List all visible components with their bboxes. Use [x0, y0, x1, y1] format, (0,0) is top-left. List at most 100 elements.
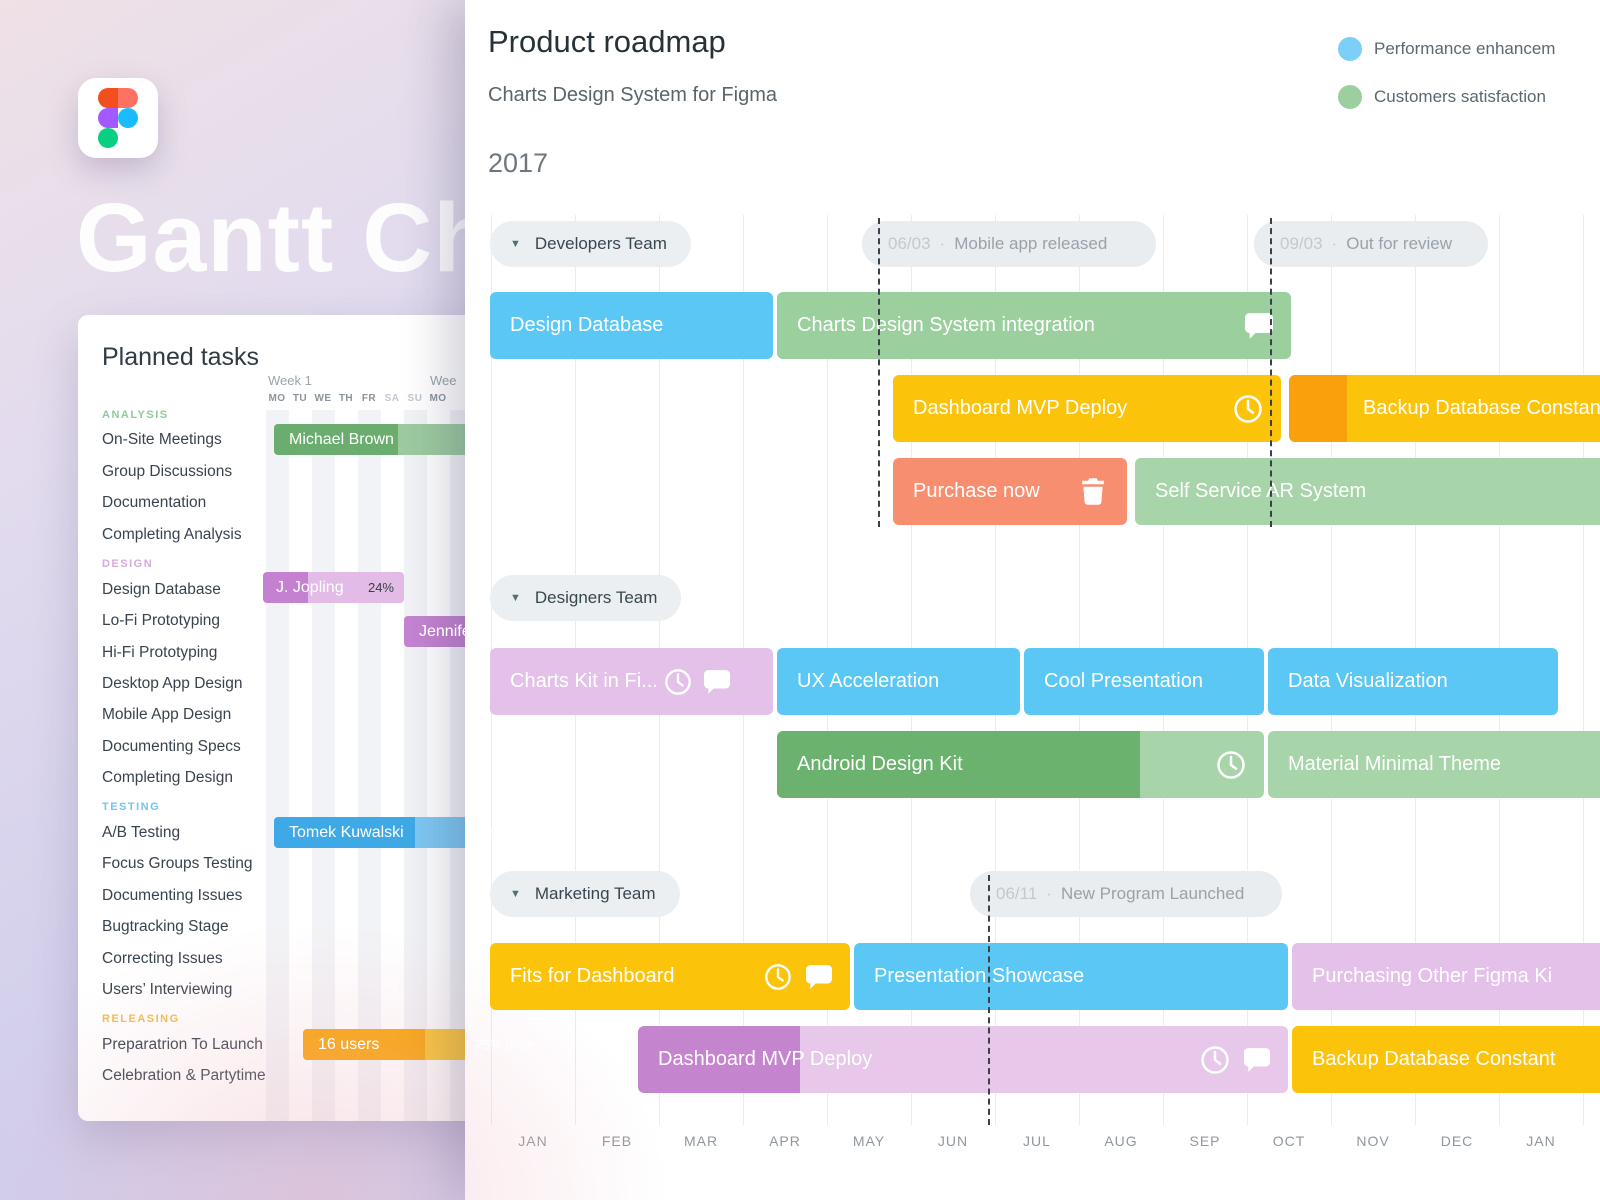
milestone-line-06-11 — [988, 875, 990, 1125]
bar-label: Purchase now — [913, 480, 1040, 502]
bar-self-service-ar-system[interactable]: Self Service AR System — [1135, 458, 1600, 525]
task-item: On-Site Meetings — [102, 431, 222, 448]
bar-data-visualization[interactable]: Data Visualization — [1268, 648, 1558, 715]
clock-icon[interactable] — [1216, 750, 1246, 780]
day-column-stripe — [312, 410, 335, 1121]
bar-dashboard-mvp-deploy-2[interactable]: Dashboard MVP Deploy — [638, 1026, 1288, 1093]
task-item: Users’ Interviewing — [102, 981, 233, 998]
section-label-releasing: RELEASING — [102, 1013, 180, 1025]
task-item: Completing Design — [102, 769, 233, 786]
month-label: AUG — [1104, 1133, 1138, 1149]
team-pill-developers[interactable]: ▼ Developers Team — [490, 221, 691, 267]
milestone-separator: · — [1046, 884, 1052, 903]
team-label: Designers Team — [534, 588, 658, 607]
day-label: WE — [314, 393, 332, 404]
week-2-label: Wee — [430, 373, 457, 388]
task-item: Completing Analysis — [102, 526, 242, 543]
month-label: OCT — [1272, 1133, 1306, 1149]
bar-backup-database-constant[interactable]: Backup Database Constant — [1289, 375, 1600, 442]
week-1-label: Week 1 — [268, 373, 312, 388]
task-item: Mobile App Design — [102, 706, 232, 723]
milestone-line-09-03 — [1270, 218, 1272, 527]
assignee-label: 16 users — [318, 1035, 380, 1053]
bar-purchase-now[interactable]: Purchase now — [893, 458, 1127, 525]
day-label: MO — [429, 393, 447, 404]
day-column-stripe — [404, 410, 427, 1121]
task-item: Hi-Fi Prototyping — [102, 644, 218, 661]
collapse-caret-icon: ▼ — [510, 592, 521, 604]
progress-label: 24% — [367, 580, 394, 595]
day-label-weekend: SA — [384, 393, 400, 404]
team-pill-designers[interactable]: ▼ Designers Team — [490, 575, 682, 621]
comment-icon[interactable] — [1244, 1047, 1270, 1072]
bar-dashboard-mvp-deploy[interactable]: Dashboard MVP Deploy — [893, 375, 1281, 442]
bar-fits-for-dashboard[interactable]: Fits for Dashboard — [490, 943, 850, 1010]
milestone-mobile-app-released: 06/03 · Mobile app released — [862, 221, 1156, 267]
clock-icon[interactable] — [664, 668, 692, 696]
progress-label: 75% done — [475, 1037, 534, 1052]
bar-label: UX Acceleration — [797, 670, 940, 692]
task-item: Design Database — [102, 581, 221, 598]
month-label: MAY — [852, 1133, 886, 1149]
bar-purchasing-other-figma-kits[interactable]: Purchasing Other Figma Ki — [1292, 943, 1600, 1010]
day-label-weekend: SU — [407, 393, 423, 404]
clock-icon[interactable] — [1233, 394, 1263, 424]
day-label: FR — [361, 393, 377, 404]
comment-icon[interactable] — [806, 964, 832, 989]
bar-label: Cool Presentation — [1044, 670, 1203, 692]
bar-label: Dashboard MVP Deploy — [913, 397, 1128, 419]
bar-ux-acceleration[interactable]: UX Acceleration — [777, 648, 1020, 715]
task-item: Focus Groups Testing — [102, 855, 253, 872]
task-item: Celebration & Partytime — [102, 1067, 266, 1084]
milestone-label: Mobile app released — [954, 234, 1108, 253]
legend-label: Customers satisfaction — [1374, 87, 1546, 106]
milestone-date: 09/03 — [1280, 234, 1323, 253]
bar-label: Fits for Dashboard — [510, 965, 675, 987]
bar-label: Backup Database Constant — [1363, 397, 1600, 419]
month-label: DEC — [1440, 1133, 1474, 1149]
assignee-label: Jennife — [419, 622, 471, 640]
clock-icon[interactable] — [764, 963, 792, 991]
figma-logo-card — [78, 78, 158, 158]
bar-label: Dashboard MVP Deploy — [658, 1048, 873, 1070]
bar-label: Charts Kit in Fi... — [510, 670, 658, 692]
day-column-stripe — [266, 410, 289, 1121]
month-label: NOV — [1356, 1133, 1390, 1149]
comment-icon[interactable] — [703, 669, 730, 694]
gridline — [1583, 215, 1584, 1125]
bar-label: Android Design Kit — [797, 753, 963, 775]
day-label: MO — [268, 393, 286, 404]
roadmap-title: Product roadmap — [488, 24, 726, 59]
task-item: Documentation — [102, 494, 207, 511]
month-label: JUN — [937, 1133, 969, 1149]
mini-bar-tomek-kuwalski[interactable]: Tomek Kuwalski 56% do — [274, 817, 544, 848]
task-item: Documenting Specs — [102, 738, 241, 755]
bar-material-minimal-theme[interactable]: Material Minimal Theme — [1268, 731, 1600, 798]
task-item: Correcting Issues — [102, 950, 223, 967]
comment-icon[interactable] — [1245, 312, 1273, 339]
trash-icon[interactable] — [1081, 478, 1105, 505]
milestone-new-program-launched: 06/11 · New Program Launched — [970, 871, 1282, 917]
day-column-stripe — [358, 410, 381, 1121]
bar-backup-database-constant-2[interactable]: Backup Database Constant — [1292, 1026, 1600, 1093]
collapse-caret-icon: ▼ — [510, 888, 521, 900]
task-item: Desktop App Design — [102, 675, 243, 692]
month-label: FEB — [601, 1133, 633, 1149]
team-label: Developers Team — [534, 234, 667, 253]
bar-cool-presentation[interactable]: Cool Presentation — [1024, 648, 1264, 715]
task-item: Group Discussions — [102, 463, 233, 480]
legend-satisfaction: Customers satisfaction — [1338, 85, 1546, 109]
bar-charts-design-system-integration[interactable]: Charts Design System integration — [777, 292, 1291, 359]
mini-bar-j-jopling[interactable]: J. Jopling 24% — [263, 572, 404, 603]
milestone-label: New Program Launched — [1060, 884, 1245, 903]
bar-presentation-showcase[interactable]: Presentation Showcase — [854, 943, 1288, 1010]
bar-design-database[interactable]: Design Database — [490, 292, 773, 359]
month-label: SEP — [1189, 1133, 1221, 1149]
bar-charts-kit-in-figma[interactable]: Charts Kit in Fi... — [490, 648, 773, 715]
section-label-testing: TESTING — [102, 801, 161, 813]
milestone-separator: · — [939, 234, 946, 253]
team-pill-marketing[interactable]: ▼ Marketing Team — [490, 871, 680, 917]
clock-icon[interactable] — [1200, 1045, 1230, 1075]
bar-android-design-kit[interactable]: Android Design Kit — [777, 731, 1264, 798]
